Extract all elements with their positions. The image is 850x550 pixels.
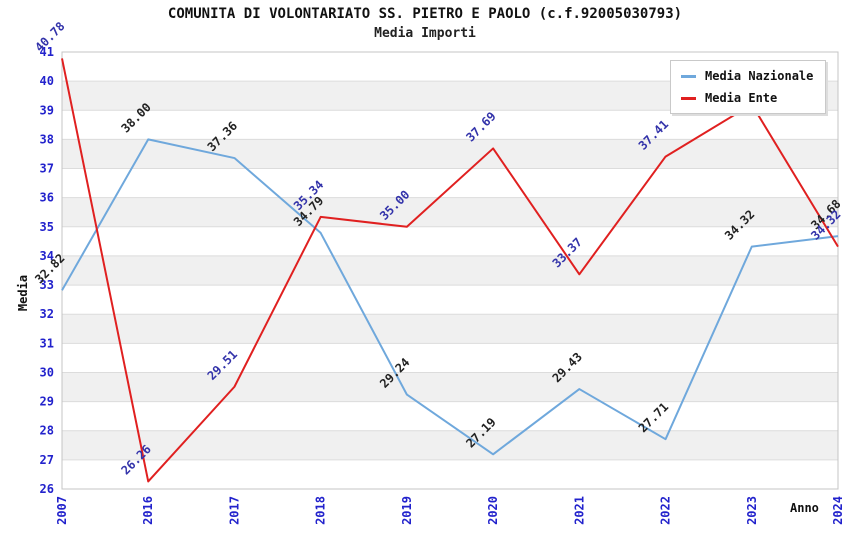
y-tick-label: 33 <box>40 278 54 292</box>
chart-title: COMUNITA DI VOLONTARIATO SS. PIETRO E PA… <box>167 6 683 22</box>
plot-band <box>62 372 838 402</box>
y-tick-label: 39 <box>40 103 54 117</box>
x-tick-label: 2022 <box>659 496 673 525</box>
y-tick-label: 36 <box>40 191 54 205</box>
y-tick-label: 34 <box>40 249 54 263</box>
legend-label-nazionale: Media Nazionale <box>705 69 814 83</box>
y-tick-label: 29 <box>40 395 54 409</box>
plot-band <box>62 314 838 344</box>
x-tick-label: 2018 <box>314 496 328 525</box>
y-tick-label: 38 <box>40 132 54 146</box>
y-tick-label: 28 <box>40 424 54 438</box>
x-tick-label: 2023 <box>745 496 759 525</box>
plot-border <box>61 51 839 490</box>
series-line-nazionale <box>61 138 839 456</box>
x-tick-label: 2017 <box>227 496 241 525</box>
x-tick-label: 2016 <box>141 496 155 525</box>
y-tick-label: 41 <box>40 45 54 59</box>
plot-band <box>62 139 838 169</box>
x-tick-label: 2007 <box>55 496 69 525</box>
legend-item-ente: Media Ente <box>681 91 813 105</box>
x-tick-label: 2019 <box>400 496 414 525</box>
x-axis-title: Anno <box>790 501 819 515</box>
legend-label-ente: Media Ente <box>705 91 778 105</box>
y-tick-label: 27 <box>40 453 54 467</box>
series-line-ente <box>61 58 839 483</box>
y-axis-title: Media <box>16 275 30 311</box>
y-tick-label: 31 <box>40 336 54 350</box>
y-tick-label: 30 <box>40 365 54 379</box>
x-tick-label: 2020 <box>486 496 500 525</box>
y-tick-label: 32 <box>40 307 54 321</box>
legend-item-nazionale: Media Nazionale <box>681 69 813 83</box>
y-tick-label: 40 <box>40 74 54 88</box>
data-label-nazionale: 27.71 <box>636 400 671 435</box>
y-tick-label: 37 <box>40 162 54 176</box>
legend-box: Media Nazionale Media Ente <box>670 60 827 114</box>
x-tick-label: 2024 <box>831 496 845 525</box>
ente-line-swatch <box>681 96 696 100</box>
plot-band <box>62 197 838 227</box>
y-tick-label: 35 <box>40 220 54 234</box>
y-tick-label: 26 <box>40 482 54 496</box>
x-tick-label: 2021 <box>572 496 586 525</box>
nazionale-line-swatch <box>681 74 696 78</box>
plot-band <box>62 255 838 286</box>
chart-subtitle: Media Importi <box>374 26 476 41</box>
plot-band <box>62 430 838 460</box>
